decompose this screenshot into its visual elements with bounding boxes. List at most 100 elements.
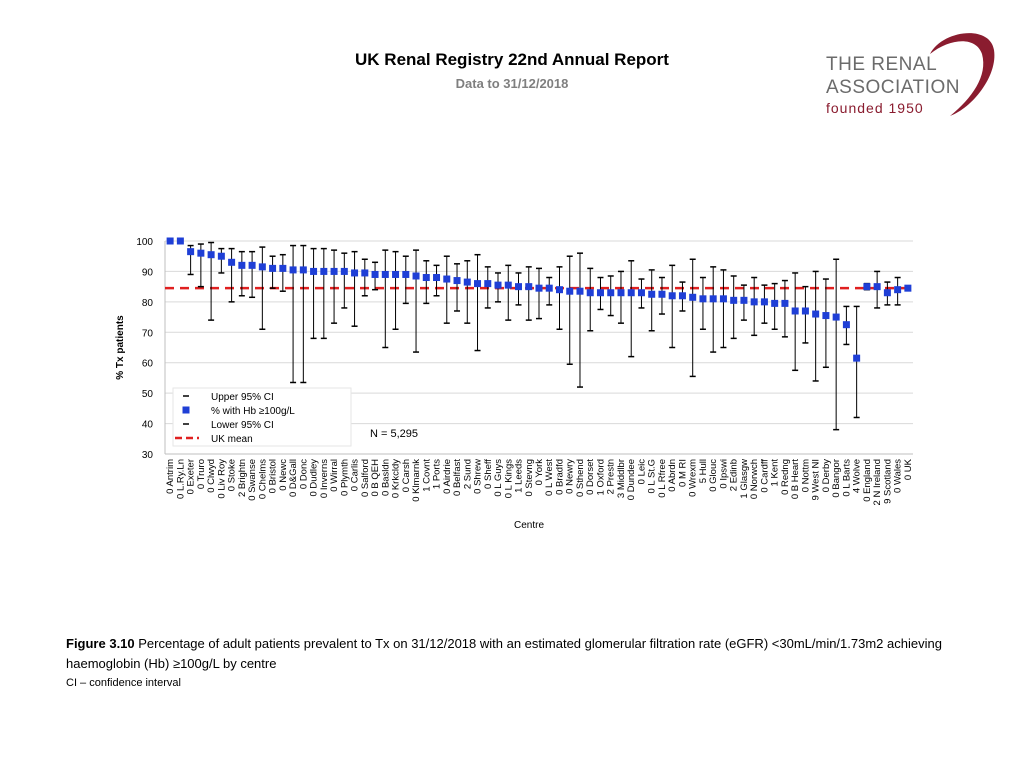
x-tick-label: 0 Bradfd [554, 459, 565, 495]
x-tick-label: 1 Ports [432, 459, 443, 489]
data-point [883, 289, 891, 297]
x-tick-label: 3 Middlbr [616, 459, 627, 498]
logo-swirl-icon [930, 33, 995, 117]
x-tick-label: 0 UK [903, 458, 914, 480]
y-tick-label: 80 [142, 298, 154, 309]
x-tick-label: 0 L Kings [503, 459, 514, 499]
x-tick-label: 0 L St.G [647, 459, 658, 494]
data-point [228, 258, 236, 266]
x-tick-label: 0 Stoke [227, 459, 238, 491]
x-tick-label: 0 L.Ry.Ln [175, 459, 186, 499]
x-tick-label: 0 Sheff [483, 459, 494, 489]
data-point [299, 266, 307, 274]
x-tick-label: 0 M RI [677, 459, 688, 487]
x-tick-label: 0 Belfast [452, 459, 463, 496]
data-point [637, 289, 645, 297]
y-tick-label: 100 [136, 237, 153, 248]
data-point [166, 237, 174, 245]
legend-entry: % with Hb ≥100g/L [211, 406, 295, 417]
x-tick-label: 0 Krkcldy [391, 459, 402, 498]
data-point [668, 292, 676, 300]
logo-line-3: founded 1950 [826, 100, 924, 116]
x-tick-label: 1 Glasgw [739, 459, 750, 499]
data-point [822, 312, 830, 320]
x-tick-label: 1 Oxford [595, 459, 606, 495]
x-tick-label: 0 Salford [360, 459, 371, 497]
x-tick-label: 0 Shrew [473, 459, 484, 494]
legend-box [172, 387, 352, 447]
data-point [904, 284, 912, 292]
report-title: UK Renal Registry 22nd Annual Report [355, 50, 669, 69]
data-point [689, 293, 697, 301]
y-tick-label: 60 [142, 359, 154, 370]
x-tick-label: 5 Hull [698, 459, 709, 483]
data-point [197, 249, 205, 257]
data-point [627, 289, 635, 297]
data-point [525, 283, 533, 291]
x-tick-label: 0 Leic [636, 459, 647, 485]
x-tick-label: 0 Klmarnk [411, 459, 422, 502]
data-point [771, 299, 779, 307]
x-tick-label: 0 Stevng [524, 459, 535, 497]
x-tick-label: 0 Wrexm [688, 459, 699, 497]
x-tick-label: 0 Basldn [380, 459, 391, 496]
data-point [515, 283, 523, 291]
x-tick-label: 0 Dundee [626, 459, 637, 500]
x-tick-label: 0 Carsh [401, 459, 412, 492]
x-tick-label: 0 Wales [893, 459, 904, 493]
y-tick-label: 90 [142, 267, 154, 278]
x-tick-label: 0 Liv Roy [216, 459, 227, 499]
data-point [289, 266, 297, 274]
x-tick-label: 0 D&Gall [288, 459, 299, 497]
data-point [648, 290, 656, 298]
data-point [760, 298, 768, 306]
data-point [207, 251, 215, 259]
data-point [176, 237, 184, 245]
x-tick-label: 0 Clwyd [206, 459, 217, 493]
x-tick-label: 0 Exeter [186, 459, 197, 494]
x-tick-label: 1 Leeds [514, 459, 525, 493]
data-point [269, 264, 277, 272]
data-point [474, 280, 482, 288]
report-header: UK Renal Registry 22nd Annual Report Dat… [260, 50, 764, 91]
figure-note: CI – confidence interval [66, 677, 181, 689]
data-point [494, 281, 502, 289]
data-point [361, 269, 369, 277]
x-tick-label: 2 Brightn [237, 459, 248, 497]
data-point [504, 281, 512, 289]
logo-line-1: THE RENAL [826, 54, 938, 75]
data-point [842, 321, 850, 329]
x-tick-label: 2 Sund [462, 459, 473, 489]
data-point [330, 267, 338, 275]
data-point [617, 289, 625, 297]
data-point [730, 296, 738, 304]
data-point [709, 295, 717, 303]
data-point [812, 310, 820, 318]
data-point [433, 274, 441, 282]
x-tick-label: 0 Derby [821, 459, 832, 493]
y-axis-label: % Tx patients [115, 315, 126, 380]
data-point [371, 270, 379, 278]
data-point [217, 252, 225, 260]
data-point [238, 261, 246, 269]
x-tick-label: 0 Airdrie [442, 459, 453, 494]
x-tick-label: 0 L West [544, 459, 555, 496]
legend-entry: Lower 95% CI [211, 420, 274, 431]
x-tick-label: 0 B QEH [370, 459, 381, 497]
data-point [853, 354, 861, 362]
report-subtitle: Data to 31/12/2018 [455, 76, 569, 91]
x-tick-label: 0 Truro [196, 459, 207, 489]
x-tick-label: 4 Wolve [852, 459, 863, 493]
x-tick-label: 0 L Rfree [657, 459, 668, 498]
y-tick-label: 70 [142, 328, 154, 339]
x-tick-label: 0 L Barts [841, 459, 852, 497]
x-tick-label: 0 Newry [565, 459, 576, 494]
data-point [422, 274, 430, 282]
x-tick-label: 0 Abrdn [667, 459, 678, 492]
x-tick-label: 0 York [534, 459, 545, 486]
x-tick-label: 0 Redng [780, 459, 791, 495]
data-point [658, 290, 666, 298]
x-tick-label: 0 Ipswi [718, 459, 729, 489]
x-tick-label: 0 Nottm [800, 459, 811, 492]
